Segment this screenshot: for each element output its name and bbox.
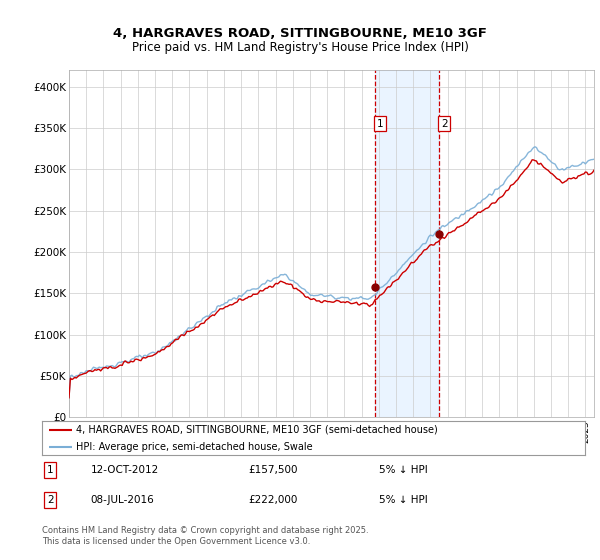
Text: £157,500: £157,500 [248,465,298,475]
Text: 2: 2 [441,119,448,129]
Text: Price paid vs. HM Land Registry's House Price Index (HPI): Price paid vs. HM Land Registry's House … [131,40,469,54]
Bar [375,70,439,417]
Text: 12-OCT-2012: 12-OCT-2012 [91,465,159,475]
Text: HPI: Average price, semi-detached house, Swale: HPI: Average price, semi-detached house,… [76,442,312,452]
Text: 08-JUL-2016: 08-JUL-2016 [91,495,155,505]
Text: £222,000: £222,000 [248,495,298,505]
Text: 5% ↓ HPI: 5% ↓ HPI [379,465,427,475]
Text: 4, HARGRAVES ROAD, SITTINGBOURNE, ME10 3GF (semi-detached house): 4, HARGRAVES ROAD, SITTINGBOURNE, ME10 3… [76,424,437,435]
Text: 2: 2 [47,495,53,505]
Text: 1: 1 [376,119,383,129]
Text: 1: 1 [47,465,53,475]
Text: 5% ↓ HPI: 5% ↓ HPI [379,495,427,505]
Text: Contains HM Land Registry data © Crown copyright and database right 2025.
This d: Contains HM Land Registry data © Crown c… [42,526,368,546]
Text: 4, HARGRAVES ROAD, SITTINGBOURNE, ME10 3GF: 4, HARGRAVES ROAD, SITTINGBOURNE, ME10 3… [113,27,487,40]
